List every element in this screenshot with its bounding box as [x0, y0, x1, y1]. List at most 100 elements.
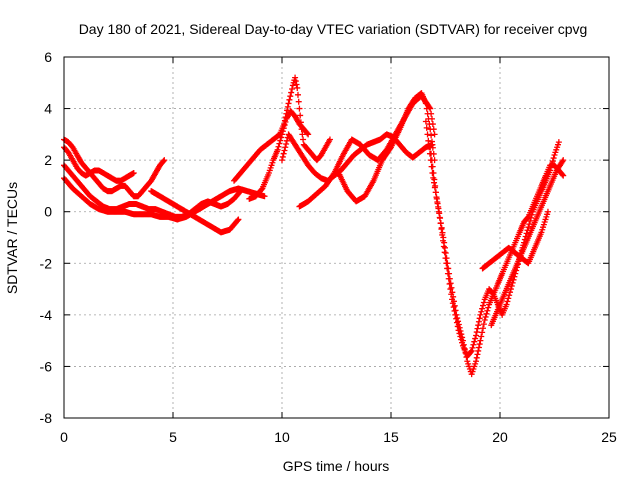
- data-point: [442, 249, 449, 256]
- data-series: [61, 136, 168, 200]
- data-point: [527, 217, 534, 224]
- data-point: [505, 295, 512, 302]
- data-point: [453, 311, 460, 318]
- data-point: [279, 157, 285, 164]
- data-point: [476, 315, 483, 322]
- data-point: [305, 131, 312, 138]
- data-point: [459, 337, 466, 344]
- data-point: [447, 286, 454, 293]
- data-point: [452, 307, 459, 314]
- data-point: [426, 121, 433, 128]
- data-point: [294, 91, 301, 98]
- data-point: [477, 311, 484, 318]
- data-point: [472, 335, 479, 342]
- data-point: [473, 332, 480, 339]
- data-point: [555, 139, 562, 146]
- data-point: [445, 265, 452, 272]
- data-point: [426, 104, 433, 111]
- data-point: [282, 118, 289, 125]
- data-point: [427, 126, 434, 133]
- data-point: [468, 347, 475, 354]
- data-series: [61, 144, 137, 184]
- plot-frame: [63, 56, 610, 419]
- data-point: [432, 182, 439, 189]
- data-point: [460, 341, 467, 348]
- data-point: [474, 325, 481, 332]
- y-tick-label: -6: [40, 358, 53, 374]
- data-point: [560, 157, 567, 164]
- data-point: [274, 146, 281, 153]
- data-point: [477, 337, 484, 344]
- data-point: [458, 331, 465, 338]
- data-point: [438, 224, 445, 231]
- data-point: [424, 110, 431, 117]
- data-point: [478, 308, 485, 315]
- data-point: [455, 321, 462, 328]
- data-point: [299, 131, 306, 138]
- chart-title: Day 180 of 2021, Sidereal Day-to-day VTE…: [79, 21, 588, 37]
- data-point: [459, 334, 466, 341]
- x-tick-label: 15: [383, 429, 399, 445]
- data-point: [279, 131, 285, 138]
- data-points: [61, 74, 567, 378]
- data-point: [283, 141, 290, 148]
- data-point: [429, 163, 436, 170]
- data-point: [423, 105, 430, 112]
- data-point: [437, 215, 444, 222]
- data-point: [435, 205, 442, 212]
- data-point: [288, 89, 295, 96]
- data-point: [434, 200, 441, 207]
- data-point: [294, 84, 301, 91]
- data-series: [427, 144, 567, 378]
- data-point: [261, 193, 268, 200]
- data-point: [550, 155, 557, 162]
- data-point: [304, 130, 311, 137]
- data-point: [277, 137, 284, 144]
- data-point: [432, 189, 439, 196]
- data-point: [428, 132, 435, 139]
- data-point: [473, 354, 480, 361]
- data-point: [440, 234, 447, 241]
- data-point: [467, 348, 474, 355]
- data-point: [439, 229, 446, 236]
- data-point: [479, 305, 486, 312]
- data-point: [234, 217, 241, 224]
- data-point: [235, 216, 242, 223]
- y-tick-label: 4: [44, 101, 52, 117]
- data-point: [443, 255, 450, 262]
- data-point: [451, 302, 458, 309]
- data-point: [483, 310, 490, 317]
- data-point: [478, 333, 485, 340]
- data-point: [473, 329, 480, 336]
- data-point: [474, 351, 481, 358]
- data-point: [461, 345, 468, 352]
- data-point: [454, 315, 461, 322]
- data-point: [326, 136, 333, 143]
- data-point: [462, 350, 469, 357]
- axis-ticks: 0 5 10 15 20 25 -8 -6 -4 -2 0 2 4 6: [40, 49, 617, 445]
- data-point: [425, 137, 432, 144]
- data-point: [279, 153, 286, 160]
- data-point: [281, 122, 288, 129]
- x-axis-label: GPS time / hours: [283, 458, 390, 474]
- data-point: [485, 304, 492, 311]
- data-point: [424, 131, 431, 138]
- data-point: [471, 338, 478, 345]
- y-tick-label: -4: [40, 307, 53, 323]
- data-point: [480, 321, 487, 328]
- data-point: [422, 100, 429, 107]
- y-tick-label: -2: [40, 255, 53, 271]
- data-point: [278, 134, 285, 141]
- data-point: [475, 347, 482, 354]
- data-point: [470, 341, 477, 348]
- data-point: [559, 158, 566, 165]
- data-point: [450, 298, 457, 305]
- data-point: [436, 210, 443, 217]
- data-point: [428, 150, 435, 157]
- data-point: [296, 105, 303, 112]
- data-point: [431, 176, 438, 183]
- data-point: [475, 318, 482, 325]
- data-series: [246, 108, 312, 202]
